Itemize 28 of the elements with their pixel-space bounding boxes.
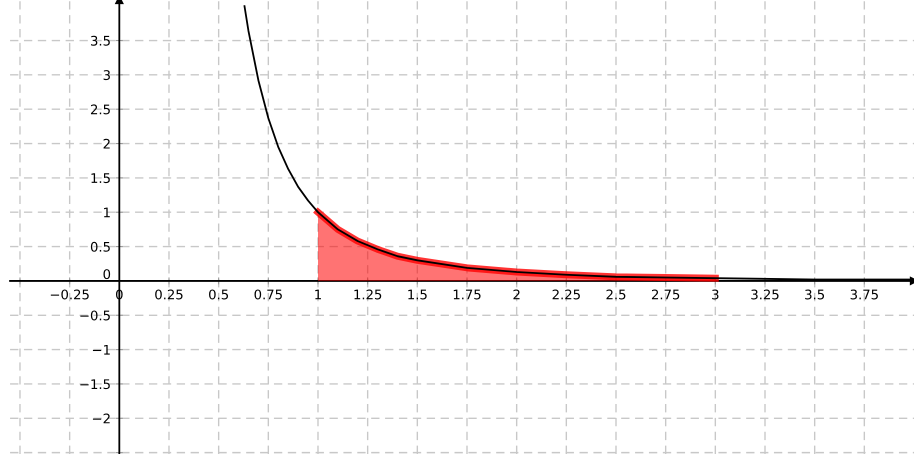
x-tick-label: 1.5 [408, 290, 427, 300]
y-tick-label: 3 [104, 70, 110, 80]
x-tick-label: 2 [513, 289, 520, 300]
y-tick-label: 3.5 [91, 36, 110, 46]
x-tick-label: 3.5 [805, 289, 824, 300]
x-tick-label: 2.25 [552, 289, 580, 300]
x-tick-label: 3.75 [850, 289, 878, 300]
x-tick-label: 3.25 [751, 289, 779, 300]
x-tick-label: 0.75 [254, 289, 282, 300]
y-tick-label: −1 [92, 344, 110, 355]
x-tick-label: 3 [712, 289, 718, 300]
y-tick-label: −1.5 [80, 379, 110, 390]
x-tick-label: −0.25 [50, 289, 89, 300]
y-tick-label: 0.5 [90, 242, 110, 252]
y-tick-label: −0.5 [80, 310, 110, 320]
x-tick-label: 2.75 [652, 289, 680, 300]
x-tick-label: 1.75 [454, 290, 481, 300]
x-tick-label: 2.5 [606, 289, 626, 300]
y-tick-label: 2 [104, 138, 110, 149]
y-tick-label: 0 [103, 269, 110, 280]
x-tick-label: 1.25 [354, 289, 382, 300]
y-tick-label: 1 [104, 208, 110, 218]
x-tick-label: 0.25 [155, 289, 183, 300]
x-tick-label: 0.5 [209, 289, 228, 300]
y-tick-label: −2 [92, 414, 110, 424]
y-tick-label: 2.5 [90, 104, 110, 114]
y-tick-label: 1.5 [91, 173, 110, 184]
x-tick-label: 1 [315, 290, 321, 300]
